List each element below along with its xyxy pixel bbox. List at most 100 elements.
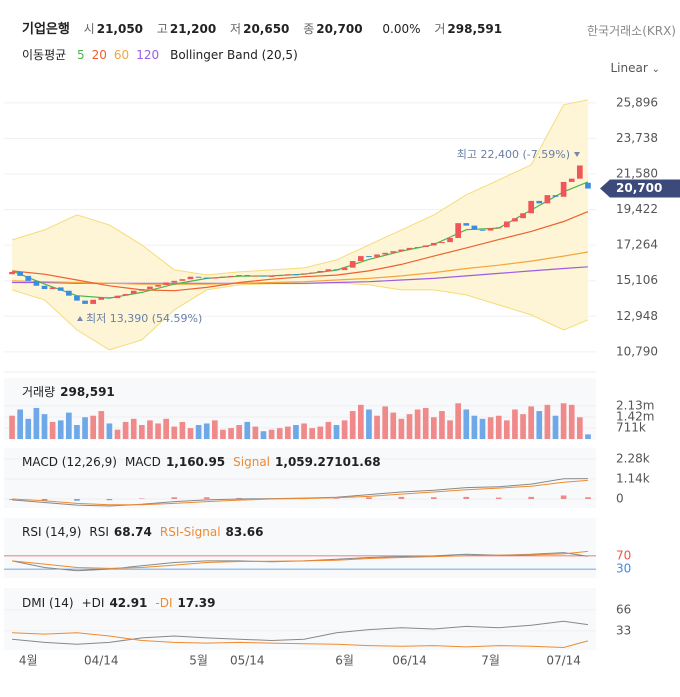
candle	[9, 271, 15, 275]
histogram-bar	[203, 497, 210, 499]
annotation: 최고 22,400 (-7.59%)	[457, 148, 570, 161]
histogram-bar	[333, 498, 340, 499]
quote-value: 20,650	[243, 22, 290, 36]
candle	[560, 181, 567, 197]
volume-bar	[244, 421, 251, 439]
volume-bar	[471, 415, 478, 439]
candle	[520, 213, 526, 219]
candle	[228, 275, 234, 277]
candle	[195, 276, 202, 278]
candle	[487, 228, 494, 231]
candle	[301, 273, 307, 275]
candle	[90, 299, 97, 304]
scale-label[interactable]: Linear	[610, 61, 648, 75]
candle	[406, 247, 413, 250]
candle	[49, 287, 56, 290]
candle	[82, 300, 88, 304]
volume-bar	[114, 429, 121, 439]
volume-bar	[155, 423, 161, 439]
candle	[309, 272, 316, 274]
candle	[17, 271, 24, 276]
legend-entry: 120	[136, 48, 160, 62]
volume-bar	[390, 412, 397, 439]
candle	[114, 295, 121, 299]
candle	[568, 178, 575, 182]
candle	[528, 200, 535, 214]
volume-bar	[422, 407, 429, 439]
candle	[268, 275, 275, 277]
candle	[536, 200, 543, 204]
volume-bar	[106, 423, 113, 439]
x-tick-label: 6월	[335, 654, 354, 668]
price-tag	[600, 179, 680, 198]
candle	[236, 275, 243, 277]
volume-bar	[147, 420, 153, 439]
candle	[341, 267, 348, 271]
quote-label: 시	[83, 22, 95, 36]
y-tick-label: 12,948	[616, 309, 658, 323]
volume-bar	[163, 418, 170, 439]
high-marker	[574, 152, 580, 157]
candle	[374, 254, 380, 257]
series-value: 1,059.27	[275, 455, 334, 469]
volume-bar	[520, 414, 526, 439]
candle	[244, 275, 251, 277]
candle	[479, 229, 486, 231]
candle	[276, 275, 283, 277]
candle	[463, 223, 470, 226]
volume-bar	[252, 426, 259, 439]
candle	[495, 227, 502, 229]
panel-title: DMI (14)	[22, 596, 74, 610]
histogram-bar	[528, 496, 535, 499]
volume-bar	[503, 420, 510, 439]
price-tag-label: 20,700	[616, 181, 662, 195]
candle	[544, 195, 551, 204]
series-value: 17.39	[178, 596, 216, 610]
x-tick-label: 7월	[481, 654, 500, 668]
volume-bar	[341, 420, 348, 439]
histogram-bar	[106, 499, 113, 501]
volume-bar	[528, 406, 535, 439]
candle	[366, 256, 372, 258]
volume-bar	[138, 425, 145, 439]
volume-bar	[122, 421, 129, 439]
legend-entry: 60	[113, 48, 130, 62]
candle	[349, 261, 356, 268]
series-name: Signal	[233, 455, 270, 469]
scale-select[interactable]: Linear ⌄	[610, 61, 660, 75]
series-value: 1,160.95	[166, 455, 225, 469]
candle	[98, 297, 105, 300]
volume-bar	[82, 417, 88, 439]
legend-entry: 20	[91, 48, 107, 62]
histogram-bar	[41, 499, 48, 501]
candle	[41, 285, 48, 290]
volume-bar	[414, 409, 421, 439]
panel-legend: MACD (12,26,9) MACD 1,160.95 Signal 1,059.27…	[22, 455, 381, 469]
candle	[503, 221, 510, 228]
volume-bar	[333, 425, 340, 439]
volume-bar	[568, 404, 575, 439]
histogram-bar	[236, 497, 243, 499]
candle	[203, 277, 210, 279]
volume-bar	[41, 414, 48, 439]
volume-bar	[560, 403, 567, 439]
volume-bar	[211, 420, 218, 439]
panel-value: 298,591	[60, 385, 115, 399]
y-tick-label: 1.42m	[616, 409, 654, 423]
volume-bar	[57, 420, 64, 439]
volume-bar	[463, 409, 470, 439]
y-tick-label: 17,264	[616, 238, 658, 252]
quote-value: 21,200	[169, 22, 217, 36]
volume-bar	[374, 415, 380, 439]
volume-bar	[536, 411, 543, 439]
ma-legend: 5 20 60 120 Bollinger Band (20,5)	[72, 48, 300, 62]
volume-bar	[17, 409, 24, 439]
candle	[455, 223, 462, 238]
volume-bar	[171, 426, 178, 439]
y-tick-label: 70	[616, 548, 631, 562]
candle	[430, 242, 437, 246]
y-tick-label: 66	[616, 602, 631, 616]
header: 기업은행 시 21,050 고 21,200 저 20,650 종 20,700 0.0…	[0, 0, 680, 80]
candle	[171, 280, 178, 283]
band-upper	[11, 99, 588, 276]
